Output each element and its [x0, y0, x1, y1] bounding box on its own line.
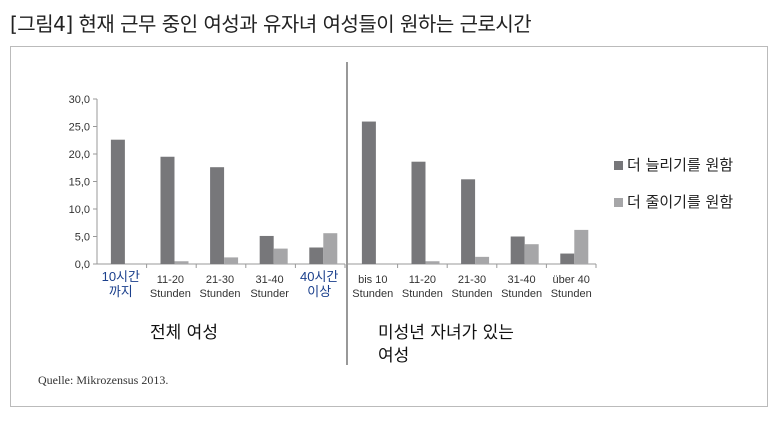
legend-label: 더 줄이기를 원함 [627, 193, 733, 211]
legend-swatch [614, 198, 623, 207]
x-tick-label: über 40 Stunden [551, 274, 592, 300]
bar [560, 253, 575, 264]
bar [361, 121, 376, 264]
x-tick-label: 40시간 이상 [300, 269, 338, 299]
bar [524, 244, 539, 264]
bar [425, 261, 440, 264]
x-tick-label: 31-40 Stunden [501, 274, 542, 300]
y-tick-label: 30,0 [69, 94, 90, 106]
source-note: Quelle: Mikrozensus 2013. [38, 373, 168, 387]
bar [309, 247, 324, 264]
bar [510, 236, 525, 264]
bar [273, 248, 288, 264]
y-tick-label: 0,0 [75, 259, 90, 271]
y-tick-label: 20,0 [69, 149, 90, 161]
legend-label: 더 늘리기를 원함 [627, 156, 733, 174]
bar [411, 161, 426, 264]
group-label: 미성년 자녀가 있는 여성 [378, 323, 514, 366]
bar [475, 256, 490, 264]
bar [210, 167, 225, 264]
y-tick-label: 25,0 [69, 122, 90, 134]
x-tick-label: 11-20 Stunden [150, 274, 191, 300]
y-tick-label: 10,0 [69, 204, 90, 216]
bar [224, 257, 239, 264]
x-tick-label: 21-30 Stunden [200, 274, 241, 300]
x-tick-label: 11-20 Stunden [402, 274, 443, 300]
x-tick-label: 31-40 Stunder [250, 274, 289, 300]
group-label: 전체 여성 [150, 323, 218, 343]
y-tick-label: 15,0 [69, 177, 90, 189]
bar [160, 156, 175, 264]
x-tick-label: 10시간 까지 [102, 269, 140, 299]
bar [110, 139, 125, 264]
x-tick-label: bis 10 Stunden [352, 274, 393, 300]
bar [574, 229, 589, 264]
legend-swatch [614, 161, 623, 170]
figure-title: [그림4] 현재 근무 중인 여성과 유자녀 여성들이 원하는 근로시간 [10, 12, 532, 36]
bar [323, 233, 338, 264]
y-tick-label: 5,0 [75, 232, 90, 244]
bar [461, 179, 476, 264]
bar [174, 261, 189, 264]
bar [259, 235, 274, 264]
chart-frame [10, 46, 768, 407]
x-tick-label: 21-30 Stunden [452, 274, 493, 300]
